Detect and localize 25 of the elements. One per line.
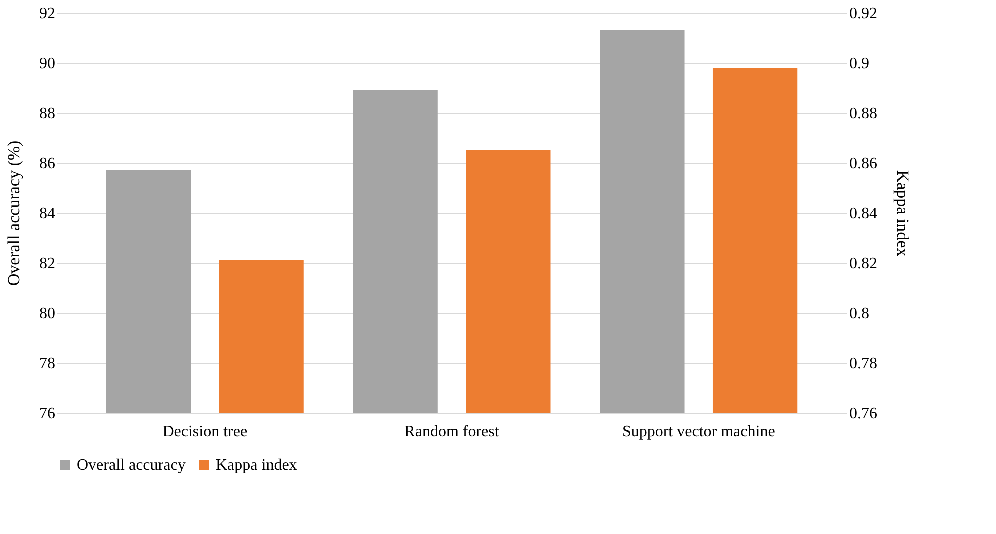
- y-tick-label: 80: [40, 306, 56, 322]
- legend-label: Overall accuracy: [77, 457, 186, 474]
- legend-label: Kappa index: [216, 457, 298, 474]
- x-tick-label: Decision tree: [162, 424, 248, 440]
- y2-tick-label: 0.9: [850, 56, 870, 72]
- y-axis-title: Overall accuracy (%): [4, 140, 24, 286]
- y2-axis-title: Kappa index: [894, 170, 912, 258]
- y-tick-label: 88: [40, 106, 56, 122]
- x-tick-label: Random forest: [404, 424, 500, 440]
- y2-tick-label: 0.76: [850, 406, 878, 422]
- y-tick-label: 78: [40, 356, 56, 372]
- y2-tick-label: 0.88: [850, 106, 878, 122]
- x-tick-label: Support vector machine: [622, 424, 776, 440]
- y2-tick-label: 0.78: [850, 356, 878, 372]
- y2-tick-label: 0.82: [850, 256, 878, 272]
- y-tick-label: 76: [40, 406, 56, 422]
- y-tick-label: 84: [40, 206, 56, 222]
- y-tick-label: 92: [40, 6, 56, 22]
- y2-tick-label: 0.92: [850, 6, 878, 22]
- y-tick-label: 82: [40, 256, 56, 272]
- y2-tick-label: 0.86: [850, 156, 878, 172]
- y-tick-label: 86: [40, 156, 56, 172]
- y2-tick-label: 0.84: [850, 206, 878, 222]
- y2-tick-label: 0.8: [850, 306, 870, 322]
- y-tick-label: 90: [40, 56, 56, 72]
